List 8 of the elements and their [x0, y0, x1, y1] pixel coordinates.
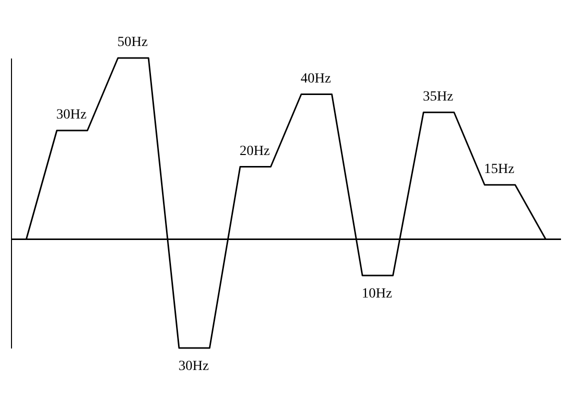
data-label: 30Hz — [56, 108, 87, 122]
data-label: 15Hz — [484, 162, 514, 177]
annotation: 10Hz — [362, 286, 392, 302]
data-label: 20Hz — [240, 144, 270, 159]
data-label: 50Hz — [117, 35, 148, 50]
annotation: 30Hz — [178, 359, 209, 374]
data-label: 40Hz — [300, 71, 331, 86]
data-label: 35Hz — [422, 89, 454, 104]
